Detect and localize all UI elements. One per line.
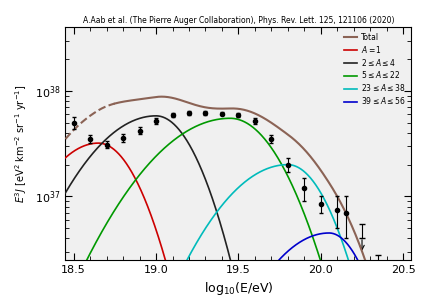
X-axis label: log$_{10}$(E/eV): log$_{10}$(E/eV) <box>203 280 273 297</box>
Y-axis label: $E^3J$ [eV$^2$ km$^{-2}$ sr$^{-1}$ yr$^{-1}$]: $E^3J$ [eV$^2$ km$^{-2}$ sr$^{-1}$ yr$^{… <box>14 85 30 203</box>
Legend: Total, $A = 1$, $2 \leq A \leq 4$, $5 \leq A \leq 22$, $23 \leq A \leq 38$, $39 : Total, $A = 1$, $2 \leq A \leq 4$, $5 \l… <box>341 30 409 109</box>
Title: A.Aab et al. (The Pierre Auger Collaboration), Phys. Rev. Lett. 125, 121106 (202: A.Aab et al. (The Pierre Auger Collabora… <box>83 16 394 25</box>
